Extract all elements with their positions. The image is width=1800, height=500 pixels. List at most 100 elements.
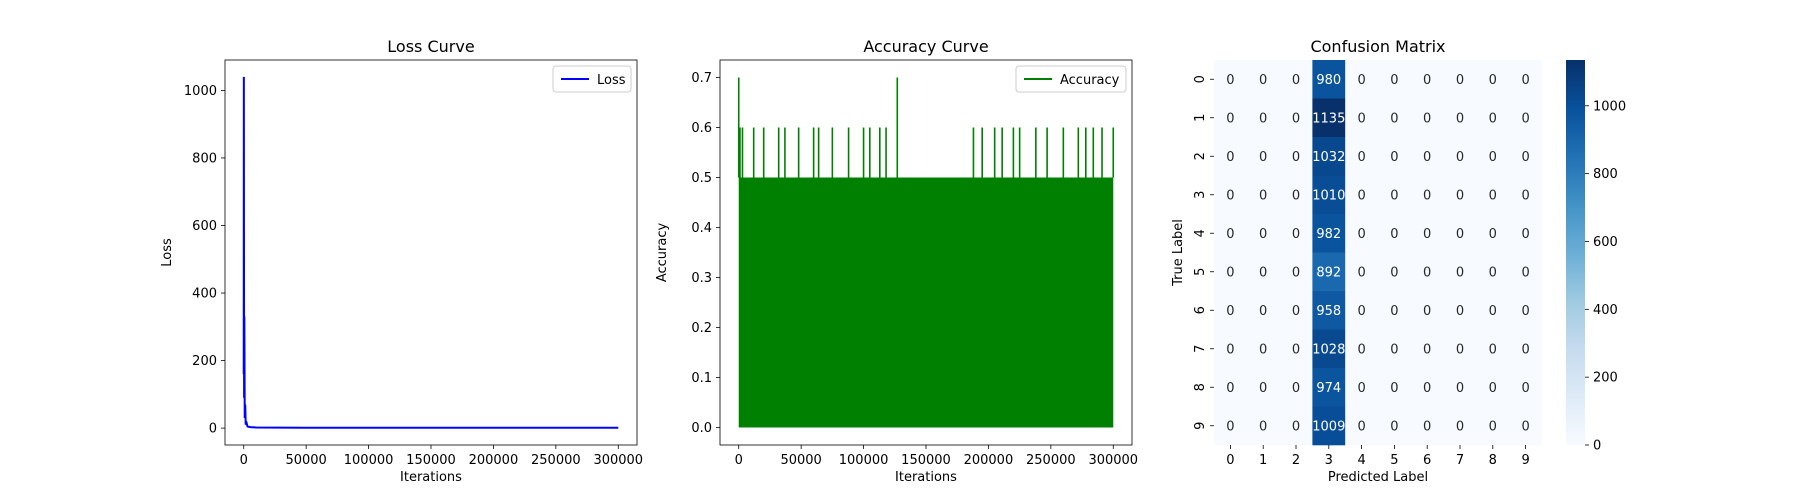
heatmap-cell — [1279, 98, 1313, 138]
y-axis-label: Accuracy — [655, 223, 670, 283]
y-tick-label: 800 — [192, 151, 217, 166]
cell-value: 0 — [1259, 381, 1267, 396]
heatmap-cell — [1279, 368, 1313, 407]
cell-value: 974 — [1316, 381, 1341, 396]
cell-value: 0 — [1521, 419, 1529, 434]
cell-value: 0 — [1259, 304, 1267, 319]
cell-value: 0 — [1489, 111, 1497, 126]
cell-value: 0 — [1423, 342, 1431, 357]
y-tick-label: 1 — [1193, 114, 1208, 122]
y-tick-label: 0.6 — [691, 121, 712, 136]
cell-value: 0 — [1226, 342, 1234, 357]
colorbar-tick-label: 800 — [1593, 167, 1618, 182]
heatmap-cell — [1378, 406, 1412, 446]
cell-value: 0 — [1489, 188, 1497, 203]
cell-value: 0 — [1292, 419, 1300, 434]
colorbar-tick-label: 600 — [1593, 235, 1618, 250]
heatmap-cell — [1410, 329, 1444, 369]
axes-frame — [224, 59, 638, 446]
cell-value: 0 — [1423, 150, 1431, 165]
cell-value: 0 — [1357, 381, 1365, 396]
cell-value: 1032 — [1312, 150, 1345, 165]
heatmap-cell — [1378, 60, 1412, 99]
cell-value: 0 — [1292, 304, 1300, 319]
cell-value: 0 — [1226, 304, 1234, 319]
y-tick-label: 6 — [1193, 306, 1208, 314]
x-tick-label: 200000 — [469, 453, 519, 468]
cell-value: 0 — [1259, 342, 1267, 357]
heatmap-cell — [1410, 291, 1444, 330]
heatmap-cell — [1345, 252, 1379, 292]
colorbar-tick-label: 0 — [1593, 439, 1601, 454]
heatmap-cell — [1509, 137, 1543, 176]
legend-label: Accuracy — [1060, 73, 1120, 88]
heatmap-cell — [1509, 98, 1543, 138]
heatmap-cell — [1410, 175, 1444, 215]
cell-value: 0 — [1521, 188, 1529, 203]
cell-value: 0 — [1390, 304, 1398, 319]
heatmap-cell — [1410, 98, 1444, 138]
cell-value: 0 — [1521, 150, 1529, 165]
cell-value: 0 — [1521, 265, 1529, 280]
cell-value: 0 — [1292, 227, 1300, 242]
y-axis-label: True Label — [1171, 219, 1186, 287]
accuracy-series-band — [738, 177, 1114, 428]
y-tick-label: 0.0 — [691, 421, 712, 436]
cell-value: 0 — [1521, 111, 1529, 126]
cell-value: 0 — [1357, 188, 1365, 203]
heatmap-cell — [1443, 98, 1477, 138]
x-tick-label: 50000 — [780, 453, 821, 468]
cell-value: 0 — [1390, 111, 1398, 126]
heatmap-cell — [1410, 368, 1444, 407]
heatmap-cell — [1246, 98, 1280, 138]
x-tick-label: 300000 — [1088, 453, 1138, 468]
x-tick-label: 3 — [1325, 453, 1333, 468]
heatmap-cell — [1410, 137, 1444, 176]
cell-value: 0 — [1456, 304, 1464, 319]
cell-value: 0 — [1357, 227, 1365, 242]
heatmap-cell — [1476, 406, 1510, 446]
legend-label: Loss — [597, 73, 626, 88]
heatmap-cell — [1312, 291, 1346, 330]
y-tick-label: 1000 — [184, 84, 217, 99]
heatmap-cell — [1509, 406, 1543, 446]
cell-value: 0 — [1292, 342, 1300, 357]
loss-curve-panel: 0 50000 100000 150000 200000 250000 300000 0 200… — [160, 37, 643, 485]
heatmap-cell — [1279, 137, 1313, 176]
cell-value: 0 — [1521, 381, 1529, 396]
heatmap-cell — [1279, 406, 1313, 446]
heatmap-cell — [1345, 291, 1379, 330]
heatmap-cell — [1509, 252, 1543, 292]
cell-value: 0 — [1521, 227, 1529, 242]
confusion-matrix-panel: 0 0 0 980 0 0 0 0 0 00 0 0 1135 0 0 0 0 0 00 0 0 1032 0 0 0 0 0 00 0… — [1171, 37, 1626, 485]
cell-value: 0 — [1521, 304, 1529, 319]
heatmap-cell — [1443, 406, 1477, 446]
heatmap-cell — [1312, 98, 1346, 138]
cell-value: 0 — [1456, 188, 1464, 203]
heatmap-cell — [1214, 291, 1248, 330]
cell-value: 0 — [1489, 227, 1497, 242]
cell-value: 0 — [1456, 227, 1464, 242]
y-tick-label: 4 — [1193, 229, 1208, 237]
y-tick-label: 0 — [209, 422, 217, 437]
heatmap-cell — [1443, 214, 1477, 253]
y-tick-label: 9 — [1193, 422, 1208, 430]
heatmap-cell — [1509, 175, 1543, 215]
cell-value: 0 — [1226, 227, 1234, 242]
heatmap-cell — [1410, 406, 1444, 446]
cell-value: 0 — [1292, 381, 1300, 396]
cell-value: 0 — [1423, 73, 1431, 88]
cell-value: 0 — [1456, 111, 1464, 126]
heatmap-cell — [1312, 60, 1346, 99]
cell-value: 0 — [1357, 265, 1365, 280]
heatmap-cell — [1312, 214, 1346, 253]
legend: Loss — [552, 65, 632, 93]
colorbar-tick-label: 400 — [1593, 303, 1618, 318]
x-tick-label: 100000 — [839, 453, 889, 468]
heatmap-cell — [1509, 291, 1543, 330]
cell-value: 0 — [1390, 73, 1398, 88]
heatmap-cell — [1345, 368, 1379, 407]
heatmap-cell — [1246, 175, 1280, 215]
heatmap-cell — [1214, 252, 1248, 292]
